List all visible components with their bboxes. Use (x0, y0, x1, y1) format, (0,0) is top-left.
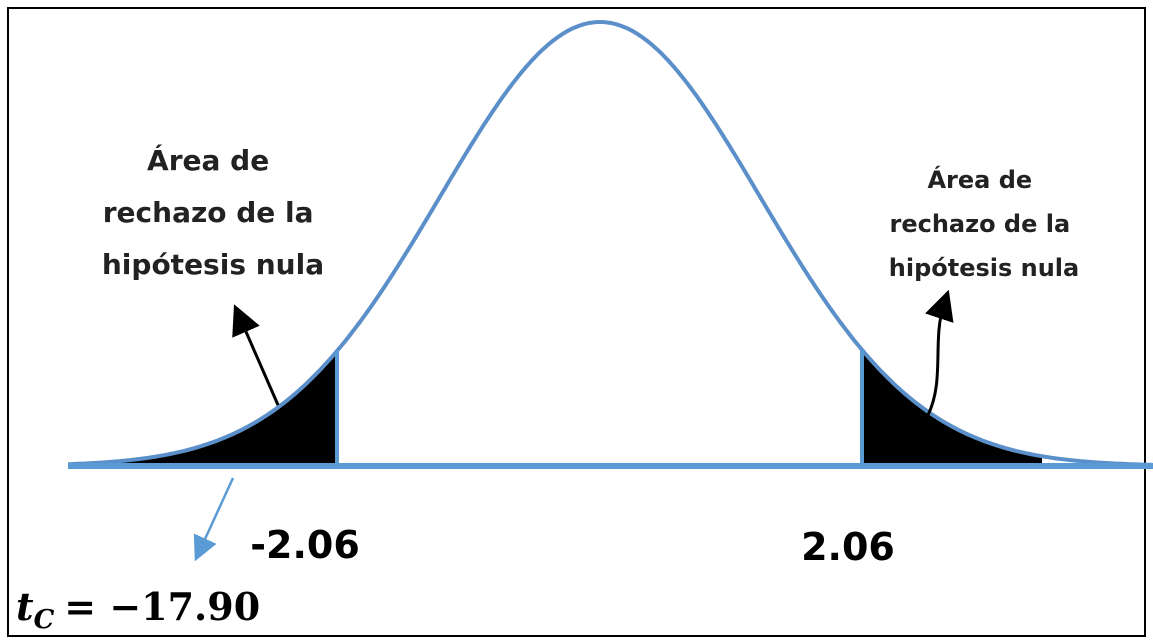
stat-value: = −17.90 (64, 584, 260, 629)
rejection-area-left (118, 352, 337, 466)
arrow-right (925, 289, 954, 416)
label-line: hipótesis nula (102, 248, 324, 281)
arrow-statistic (193, 477, 235, 562)
label-line: rechazo de la (889, 210, 1070, 238)
frame (7, 7, 1146, 637)
critical-value-left: -2.06 (250, 523, 360, 567)
normal-curve (68, 20, 1152, 467)
stat-subscript: C (34, 605, 55, 635)
label-line: rechazo de la (103, 196, 314, 229)
statistic: tC = −17.90 (16, 584, 260, 635)
arrow-left (232, 304, 280, 406)
left-label: Área de rechazo de la hipótesis nula (102, 143, 324, 281)
critical-value-right: 2.06 (801, 525, 895, 569)
stat-symbol: t (16, 584, 34, 629)
right-label: Área de rechazo de la hipótesis nula (889, 165, 1079, 282)
label-line: Área de (147, 143, 269, 177)
label-line: Área de (927, 165, 1032, 194)
rejection-area-right (862, 349, 1042, 466)
label-line: hipótesis nula (889, 254, 1079, 282)
